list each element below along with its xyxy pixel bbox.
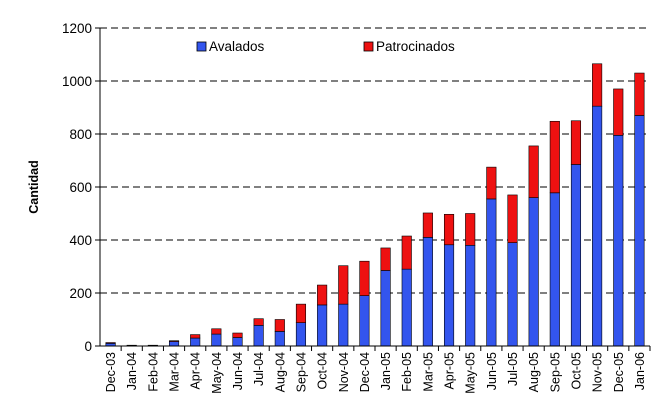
bar-avalados — [465, 245, 476, 347]
bar-avalados — [486, 198, 497, 347]
bar-avalados — [295, 322, 307, 347]
bar-avalados — [422, 237, 433, 347]
bar-patrocinados — [465, 213, 476, 246]
bar-patrocinados — [486, 166, 497, 200]
x-tick-label: Oct-04 — [316, 352, 330, 390]
bar-patrocinados — [295, 303, 307, 323]
bar-patrocinados — [380, 247, 391, 271]
x-tick-label: Aug-04 — [273, 352, 287, 392]
axes: 0 200 400 600 800 1000 1200 Dec-03 Jan-04 Feb-04 M… — [62, 21, 651, 394]
bar-avalados — [570, 164, 582, 347]
x-tick-label: Mar-04 — [168, 352, 182, 392]
bar-avalados — [443, 244, 455, 347]
x-tick-label: Jul-04 — [252, 352, 266, 386]
y-tick-label: 1000 — [62, 74, 92, 89]
bar-patrocinados — [507, 194, 518, 243]
x-tick-label: Dec-04 — [358, 352, 372, 392]
x-tick-label: Oct-05 — [569, 352, 583, 390]
legend-label-avalados: Avalados — [209, 39, 265, 54]
bar-avalados — [592, 105, 603, 347]
y-tick-label: 800 — [69, 127, 92, 142]
x-tick-label: Sep-04 — [294, 352, 308, 392]
y-tick-label: 1200 — [62, 21, 92, 36]
bar-patrocinados — [232, 332, 243, 338]
bar-patrocinados — [570, 120, 582, 165]
legend-label-patrocinados: Patrocinados — [376, 39, 455, 54]
x-tick-label: Feb-05 — [400, 352, 414, 392]
x-tick-label: May-05 — [464, 352, 478, 394]
bar-avalados — [190, 337, 201, 347]
x-tick-label: Aug-05 — [527, 352, 541, 392]
bar-avalados — [380, 270, 391, 347]
x-tick-label: Jan-05 — [379, 352, 393, 390]
bar-patrocinados — [190, 334, 201, 339]
bar-patrocinados — [338, 265, 349, 305]
x-tick-label: May-04 — [210, 352, 224, 394]
legend-swatch-avalados — [196, 41, 207, 52]
x-tick-label: Feb-04 — [146, 352, 160, 392]
bar-avalados — [211, 333, 222, 347]
bar-avalados — [549, 192, 560, 347]
x-tick-label: Jun-04 — [231, 352, 245, 390]
bar-patrocinados — [253, 318, 264, 326]
bar-patrocinados — [422, 212, 433, 238]
bar-patrocinados — [528, 145, 539, 198]
x-tick-label: Apr-05 — [443, 352, 457, 390]
x-tick-label: Nov-04 — [337, 352, 351, 392]
y-tick-label: 200 — [69, 286, 92, 301]
bar-avalados — [359, 295, 370, 347]
legend-swatch-patrocinados — [363, 41, 374, 52]
bar-patrocinados — [549, 120, 560, 194]
bar-avalados — [253, 325, 264, 347]
x-tick-label: Dec-05 — [612, 352, 626, 392]
bar-avalados — [528, 197, 539, 347]
legend: Avalados Patrocinados — [196, 39, 455, 54]
bar-avalados — [401, 268, 412, 347]
x-tick-label: Apr-04 — [189, 352, 203, 390]
bar-patrocinados — [168, 340, 180, 342]
bar-patrocinados — [613, 88, 624, 136]
y-axis-title: Cantidad — [27, 160, 41, 213]
bar-avalados — [274, 331, 285, 347]
bar-patrocinados — [105, 342, 116, 344]
bar-avalados — [634, 115, 645, 347]
bar-patrocinados — [592, 63, 603, 107]
y-tick-label: 400 — [69, 233, 92, 248]
bar-patrocinados — [359, 260, 370, 296]
x-tick-label: Jan-06 — [633, 352, 647, 390]
x-tick-label: Nov-05 — [591, 352, 605, 392]
x-tick-label: Jul-05 — [506, 352, 520, 386]
bar-patrocinados — [274, 319, 285, 332]
bar-avalados — [232, 337, 243, 347]
x-tick-label: Sep-05 — [548, 352, 562, 392]
x-tick-label: Mar-05 — [421, 352, 435, 392]
y-tick-label: 600 — [69, 180, 92, 195]
bar-patrocinados — [634, 72, 645, 116]
bar-avalados — [507, 242, 518, 347]
gridlines — [100, 27, 650, 294]
x-tick-label: Jun-05 — [485, 352, 499, 390]
bar-patrocinados — [211, 328, 222, 335]
bar-avalados — [317, 304, 328, 347]
bar-patrocinados — [401, 235, 412, 270]
x-tick-label: Jan-04 — [125, 352, 139, 390]
bar-patrocinados — [443, 213, 455, 246]
bar-avalados — [338, 303, 349, 347]
bars — [105, 63, 645, 347]
x-tick-label: Dec-03 — [104, 352, 118, 392]
y-tick-label: 0 — [84, 339, 92, 354]
bar-avalados — [613, 135, 624, 347]
bar-patrocinados — [317, 284, 328, 306]
bar-avalados — [168, 341, 180, 347]
